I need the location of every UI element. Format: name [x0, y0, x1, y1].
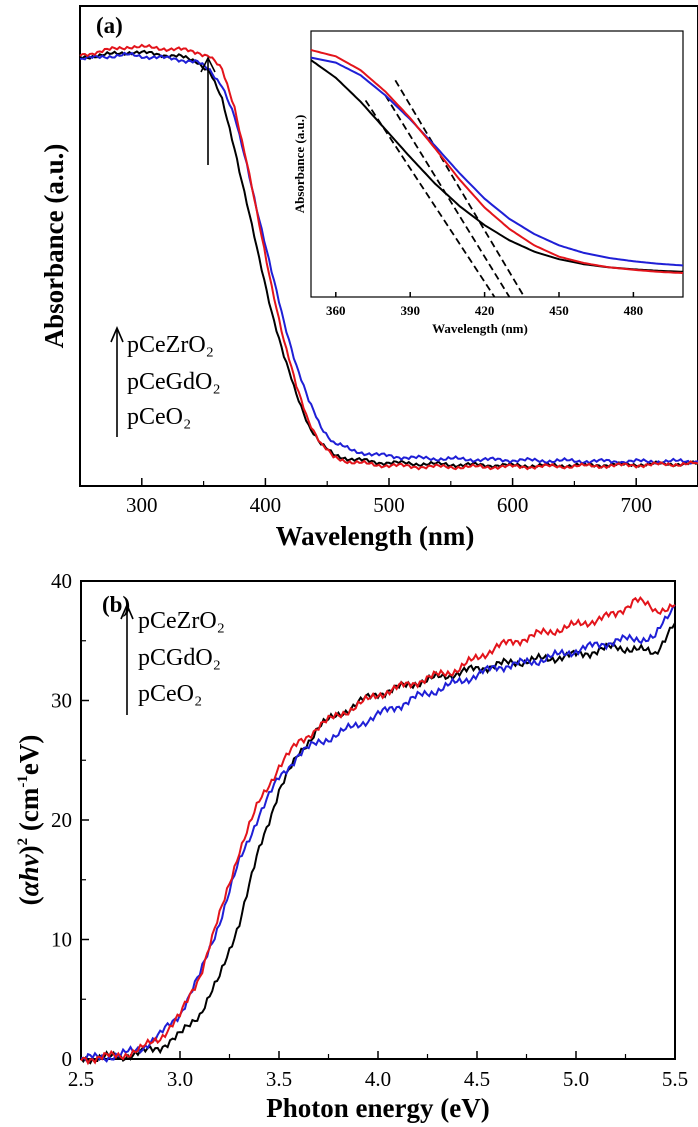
- legend-item-pCGdO2: pCGdO₂: [138, 645, 221, 671]
- legend-arrow-head: [110, 325, 124, 343]
- inset-x-axis-title: Wavelength (nm): [432, 321, 528, 336]
- panel-b-x-tick-label: 3.5: [266, 1067, 292, 1091]
- panel-b-x-tick-label: 5.0: [563, 1067, 589, 1091]
- inset-x-tick-label: 480: [624, 303, 644, 318]
- panel-a-series-pCeZrO2: [79, 43, 698, 471]
- panel-b-series-group: [80, 595, 676, 1066]
- inset-frame: [310, 30, 684, 298]
- inset-tangent-line: [394, 79, 526, 298]
- panel-b-label: (b): [102, 592, 130, 617]
- inset-tangent-line: [384, 94, 511, 298]
- inset-x-axis: 360 390 420 450 480: [326, 292, 643, 318]
- panel-a-x-tick-label: 500: [373, 493, 405, 517]
- panel-a-x-tick-label: 400: [250, 493, 282, 517]
- panel-a-legend: pCeZrO₂ pCeGdO₂ pCeO₂: [110, 325, 221, 437]
- inset-x-tick-label: 360: [326, 303, 346, 318]
- panel-b-y-axis-title: (αhν)2 (cm-1eV): [14, 735, 44, 906]
- legend-item-pCeZrO2: pCeZrO₂: [127, 332, 214, 358]
- inset-tangent-line: [364, 99, 496, 298]
- panel-a-label: (a): [96, 13, 123, 38]
- panel-b-series-pCeGdO2: [80, 604, 676, 1063]
- panel-a-trend-arrow: [200, 56, 216, 165]
- panel-b-y-tick-label: 30: [51, 689, 72, 713]
- legend-item-pCeO2: pCeO₂: [138, 681, 202, 707]
- panel-a-series-group: [79, 43, 698, 471]
- inset-series-pCeZrO2: [310, 49, 684, 275]
- legend-item-pCeO2: pCeO₂: [127, 404, 191, 430]
- panel-b-y-tick-label: 0: [62, 1047, 73, 1071]
- panel-a-inset: 360 390 420 450 480 Wavelength (nm) Absorban…: [292, 30, 684, 336]
- panel-b-x-tick-label: 5.5: [662, 1067, 688, 1091]
- inset-x-tick-label: 390: [400, 303, 420, 318]
- inset-x-tick-label: 420: [475, 303, 495, 318]
- panel-a-series-pCeGdO2: [79, 51, 698, 466]
- panel-b: (b) 2.5 3.0 3.5 4.0 4.5 5.0 5.5 0 10 20 30 40 Phot…: [14, 569, 688, 1123]
- panel-b-x-tick-label: 2.5: [68, 1067, 94, 1091]
- panel-b-x-axis: 2.5 3.0 3.5 4.0 4.5 5.0 5.5: [68, 1051, 688, 1091]
- panel-a: (a) 300 400 500 600 700 Wavelength (nm) Abso…: [39, 5, 698, 551]
- inset-x-tick-label: 450: [549, 303, 569, 318]
- panel-b-y-tick-label: 10: [51, 928, 72, 952]
- panel-a-x-axis: 300 400 500 600 700: [79, 478, 698, 517]
- inset-series-pCeGdO2: [310, 56, 684, 267]
- inset-tangent-lines: [364, 79, 526, 298]
- panel-b-x-tick-label: 3.0: [167, 1067, 193, 1091]
- panel-a-x-tick-label: 300: [126, 493, 158, 517]
- panel-a-x-tick-label: 600: [497, 493, 529, 517]
- arrow-head: [200, 56, 216, 73]
- legend-arrow-head: [120, 602, 134, 620]
- panel-a-x-axis-title: Wavelength (nm): [276, 521, 475, 551]
- panel-b-y-tick-label: 20: [51, 808, 72, 832]
- panel-b-legend: pCeZrO₂ pCGdO₂ pCeO₂: [120, 602, 225, 715]
- panel-a-y-axis-title: Absorbance (a.u.): [39, 144, 69, 349]
- panel-b-y-axis: 0 10 20 30 40: [51, 569, 89, 1071]
- panel-b-x-tick-label: 4.5: [464, 1067, 490, 1091]
- inset-y-axis-title: Absorbance (a.u.): [292, 115, 307, 214]
- panel-b-series-pCeZrO2: [80, 595, 676, 1066]
- panel-a-x-tick-label: 700: [620, 493, 652, 517]
- legend-item-pCeGdO2: pCeGdO₂: [127, 369, 221, 395]
- inset-series-group: [310, 49, 684, 275]
- panel-b-x-axis-title: Photon energy (eV): [266, 1093, 489, 1123]
- legend-item-pCeZrO2: pCeZrO₂: [138, 608, 225, 634]
- panel-b-y-tick-label: 40: [51, 569, 72, 593]
- panel-b-x-tick-label: 4.0: [365, 1067, 391, 1091]
